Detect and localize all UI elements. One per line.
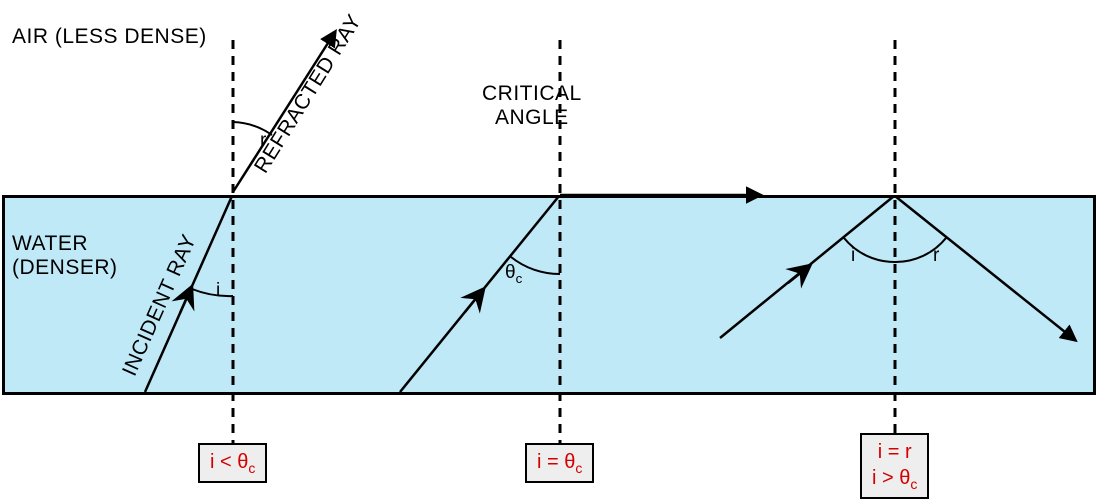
angle-arc-i1 <box>192 289 233 296</box>
critical-angle-label: CRITICAL ANGLE <box>482 82 582 130</box>
angle-r-3: r <box>933 245 939 267</box>
condition-box-1: i < θc <box>198 443 267 483</box>
diagram-canvas: AIR (LESS DENSE) WATER (DENSER) REFRACTE… <box>0 0 1100 501</box>
reflected-ray-3 <box>895 196 1075 340</box>
incident-ray-3 <box>720 196 894 338</box>
angle-r-1: r <box>260 130 266 152</box>
angle-i-3: i <box>851 245 855 267</box>
water-label: WATER (DENSER) <box>12 232 118 280</box>
incident-ray-2 <box>400 196 559 392</box>
condition-box-3: i = r i > θc <box>860 433 929 499</box>
air-label: AIR (LESS DENSE) <box>12 25 207 49</box>
angle-i-1: i <box>216 280 220 302</box>
condition-box-2: i = θc <box>525 443 594 483</box>
angle-thetac: θc <box>505 262 522 286</box>
